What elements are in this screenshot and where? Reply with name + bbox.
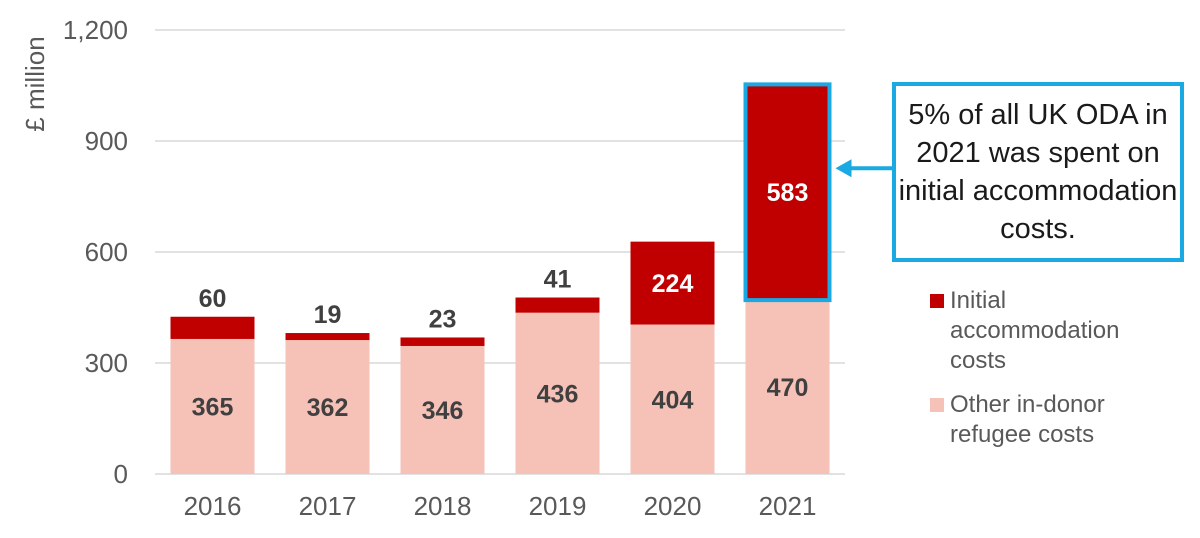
data-label-other-refugee-costs: 436	[537, 380, 579, 408]
x-tick-label: 2018	[414, 491, 472, 521]
data-label-other-refugee-costs: 346	[422, 397, 464, 425]
y-tick-label: 600	[85, 237, 128, 267]
bar-segment-initial-accommodation	[170, 316, 255, 339]
bar-segment-initial-accommodation	[515, 297, 600, 313]
data-label-other-refugee-costs: 404	[652, 386, 694, 414]
legend-label: Initial accommodation costs	[950, 287, 1120, 374]
highlight-outline	[743, 82, 832, 303]
x-axis-ticks: 2016 2017 2018 2019 2020 2021	[184, 491, 817, 521]
x-tick-label: 2021	[759, 491, 817, 521]
legend-item-initial-accommodation: Initial accommodation costs	[930, 286, 1190, 376]
x-tick-label: 2016	[184, 491, 242, 521]
bar-segment-other-refugee-costs	[170, 338, 255, 474]
callout-text: 5% of all UK ODA in 2021 was spent on in…	[898, 99, 1178, 245]
legend-swatch-initial-accommodation	[930, 294, 944, 308]
y-axis-ticks: 0 300 600 900 1,200	[63, 15, 128, 489]
data-label-initial-accommodation: 60	[199, 285, 227, 313]
legend-swatch-other-refugee-costs	[930, 398, 944, 412]
gridlines	[155, 29, 845, 475]
data-label-initial-accommodation: 583	[767, 179, 809, 207]
bar-segment-other-refugee-costs	[285, 340, 370, 474]
legend-item-other-refugee-costs: Other in-donor refugee costs	[930, 390, 1190, 450]
callout-arrow	[835, 159, 892, 178]
bar-segment-initial-accommodation	[630, 241, 715, 325]
bars	[170, 84, 830, 474]
y-axis-label: £ million	[20, 36, 50, 131]
data-label-initial-accommodation: 224	[652, 270, 694, 298]
bar-segment-other-refugee-costs	[515, 312, 600, 474]
data-label-initial-accommodation: 19	[314, 301, 342, 329]
data-label-other-refugee-costs: 365	[192, 393, 234, 421]
y-tick-label: 300	[85, 348, 128, 378]
data-label-other-refugee-costs: 470	[767, 374, 809, 402]
callout-box: 5% of all UK ODA in 2021 was spent on in…	[892, 82, 1184, 262]
bar-segment-initial-accommodation	[745, 84, 830, 301]
data-label-initial-accommodation: 23	[429, 305, 457, 333]
x-tick-label: 2019	[529, 491, 587, 521]
bar-segment-initial-accommodation	[285, 333, 370, 341]
y-tick-label: 0	[114, 459, 128, 489]
bar-segment-other-refugee-costs	[745, 300, 830, 474]
bar-segment-other-refugee-costs	[630, 324, 715, 474]
bar-segment-initial-accommodation	[400, 337, 485, 346]
legend-label: Other in-donor refugee costs	[950, 391, 1105, 448]
x-tick-label: 2020	[644, 491, 702, 521]
legend: Initial accommodation costs Other in-don…	[930, 286, 1190, 464]
data-label-initial-accommodation: 41	[544, 266, 572, 294]
x-tick-label: 2017	[299, 491, 357, 521]
data-label-other-refugee-costs: 362	[307, 394, 349, 422]
arrow-head	[835, 159, 852, 178]
y-tick-label: 1,200	[63, 15, 128, 45]
data-labels: 365 60 362 19 346 23 436 41 404 224 470 583	[192, 82, 832, 425]
bar-segment-other-refugee-costs	[400, 345, 485, 474]
y-tick-label: 900	[85, 126, 128, 156]
